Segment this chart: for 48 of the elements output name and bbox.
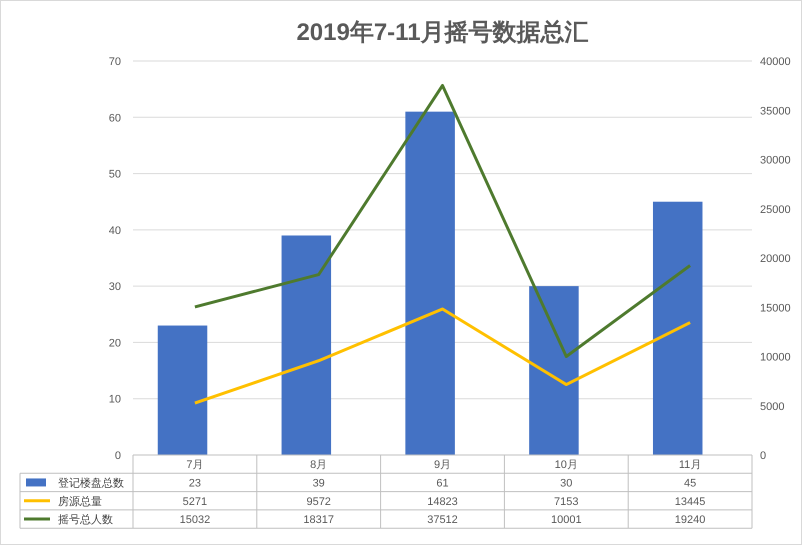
data-label: 5271 [182, 496, 208, 508]
bar [158, 326, 208, 455]
y-tick-label: 10 [108, 394, 121, 406]
bar [405, 112, 455, 455]
bar [652, 202, 702, 455]
chart-title: 2019年7-11月摇号数据总汇 [296, 19, 589, 46]
x-tick-label: 8月 [310, 459, 328, 472]
y2-tick-label: 35000 [760, 105, 791, 118]
y-tick-label: 30 [108, 281, 121, 294]
legend-label: 房源总量 [58, 494, 102, 508]
y2-tick-label: 15000 [760, 302, 791, 314]
bar [529, 286, 579, 455]
data-label: 39 [312, 477, 325, 490]
legend-label: 摇号总人数 [58, 513, 113, 526]
data-label: 19240 [674, 514, 706, 526]
y-tick-label: 0 [114, 450, 121, 462]
data-label: 15032 [180, 514, 210, 526]
y2-tick-label: 10000 [760, 352, 791, 364]
y2-tick-label: 20000 [760, 253, 791, 265]
x-tick-label: 7月 [186, 459, 204, 472]
y-tick-label: 20 [108, 337, 121, 350]
x-tick-label: 11月 [678, 459, 702, 472]
data-label: 7153 [554, 496, 579, 508]
x-tick-label: 10月 [554, 459, 578, 472]
data-label: 23 [188, 477, 202, 490]
line-series [193, 84, 692, 358]
data-label: 30 [560, 477, 572, 490]
data-label: 61 [436, 477, 449, 490]
data-label: 45 [684, 477, 696, 490]
y2-tick-label: 0 [760, 450, 766, 462]
y2-tick-label: 30000 [760, 154, 791, 166]
data-label: 10001 [551, 514, 582, 526]
data-label: 18317 [303, 514, 334, 526]
y-tick-label: 50 [108, 168, 121, 181]
y2-tick-label: 25000 [760, 204, 791, 216]
y2-tick-label: 40000 [760, 56, 791, 68]
bar [282, 235, 332, 455]
data-label: 13445 [674, 496, 706, 508]
y-tick-label: 40 [108, 224, 121, 237]
y-tick-label: 70 [108, 56, 121, 68]
data-label: 37512 [427, 514, 458, 526]
y2-tick-label: 5000 [760, 400, 784, 413]
y-tick-label: 60 [108, 112, 121, 124]
data-label: 9572 [306, 496, 331, 508]
legend-label: 登记楼盘总数 [58, 476, 124, 490]
data-label: 14823 [427, 496, 458, 508]
line-series [193, 307, 692, 405]
x-tick-label: 9月 [434, 459, 452, 472]
